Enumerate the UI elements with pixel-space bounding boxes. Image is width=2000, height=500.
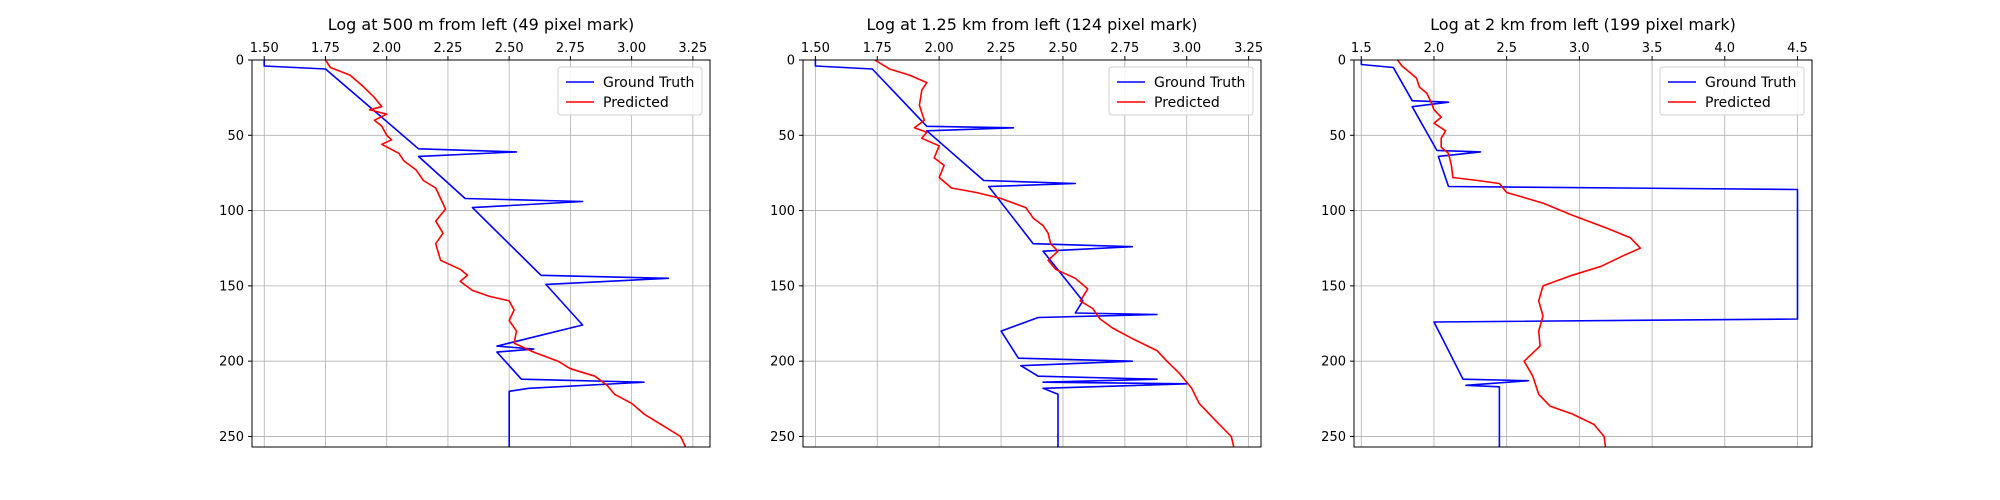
y-tick-label: 250 (770, 430, 795, 445)
y-tick-label: 0 (236, 54, 244, 69)
legend-label: Ground Truth (603, 75, 694, 91)
x-tick-label: 2.75 (556, 41, 585, 56)
x-tick-label: 2.00 (372, 41, 401, 56)
legend-label: Ground Truth (1705, 75, 1796, 91)
y-tick-label: 100 (1321, 204, 1346, 219)
legend-label: Predicted (603, 95, 669, 111)
legend-box (1108, 66, 1254, 116)
legend-label: Predicted (1154, 95, 1220, 111)
panel-title: Log at 2 km from left (199 pixel mark) (1430, 15, 1736, 34)
x-tick-label: 1.75 (311, 41, 340, 56)
series-line-predicted (874, 60, 1235, 447)
x-tick-label: 3.25 (1234, 41, 1263, 56)
y-tick-label: 0 (1338, 54, 1346, 69)
plot-frame (802, 59, 1262, 448)
y-tick-label: 250 (219, 430, 244, 445)
log-panel-2: 1.50 1.75 2.00 2.25 2.50 2.75 3.00 3.25 0 50 100 15… (770, 15, 1263, 448)
x-tick-label: 2.25 (987, 41, 1016, 56)
legend-label: Ground Truth (1154, 75, 1245, 91)
series-line-ground-truth (263, 60, 670, 447)
legend-box (557, 66, 703, 116)
x-tick-label: 2.5 (1496, 41, 1517, 56)
y-tick-label: 200 (770, 355, 795, 370)
x-tick-label: 2.00 (925, 41, 954, 56)
x-tick-label: 3.00 (1172, 41, 1201, 56)
x-tick-label: 3.5 (1642, 41, 1663, 56)
y-tick-label: 150 (219, 279, 244, 294)
series-line-ground-truth (1360, 60, 1799, 447)
series-line-predicted (324, 60, 687, 447)
y-tick-label: 50 (227, 129, 244, 144)
series-line-predicted (1396, 60, 1642, 447)
x-tick-label: 1.50 (250, 41, 279, 56)
y-tick-label: 250 (1321, 430, 1346, 445)
plot-frame (1353, 59, 1813, 448)
x-tick-label: 3.00 (617, 41, 646, 56)
y-tick-label: 50 (778, 129, 795, 144)
x-tick-label: 1.5 (1351, 41, 1372, 56)
panel-title: Log at 1.25 km from left (124 pixel mark… (866, 15, 1197, 34)
x-tick-label: 2.75 (1110, 41, 1139, 56)
plot-frame (251, 59, 711, 448)
legend-box (1659, 66, 1805, 116)
y-tick-label: 200 (1321, 355, 1346, 370)
x-tick-label: 4.0 (1714, 41, 1735, 56)
legend: Ground Truth Predicted (1659, 66, 1805, 116)
y-tick-label: 100 (219, 204, 244, 219)
y-tick-label: 100 (770, 204, 795, 219)
y-tick-label: 150 (770, 279, 795, 294)
y-tick-label: 200 (219, 355, 244, 370)
legend: Ground Truth Predicted (557, 66, 703, 116)
y-tick-label: 0 (787, 54, 795, 69)
log-panel-3: 1.5 2.0 2.5 3.0 3.5 4.0 4.5 0 50 100 150 200 250 Log … (1321, 15, 1813, 448)
x-tick-label: 1.50 (801, 41, 830, 56)
legend-label: Predicted (1705, 95, 1771, 111)
x-tick-label: 2.0 (1424, 41, 1445, 56)
x-tick-label: 4.5 (1787, 41, 1808, 56)
x-tick-label: 2.50 (495, 41, 524, 56)
x-tick-label: 2.25 (433, 41, 462, 56)
panel-title: Log at 500 m from left (49 pixel mark) (328, 15, 635, 34)
x-tick-label: 3.0 (1569, 41, 1590, 56)
series-line-ground-truth (814, 60, 1188, 447)
x-tick-label: 2.50 (1048, 41, 1077, 56)
y-tick-label: 150 (1321, 279, 1346, 294)
log-panel-1: 1.50 1.75 2.00 2.25 2.50 2.75 3.00 3.25 0 50 100 15… (219, 15, 711, 448)
legend: Ground Truth Predicted (1108, 66, 1254, 116)
x-tick-label: 3.25 (678, 41, 707, 56)
y-tick-label: 50 (1329, 129, 1346, 144)
x-tick-label: 1.75 (863, 41, 892, 56)
